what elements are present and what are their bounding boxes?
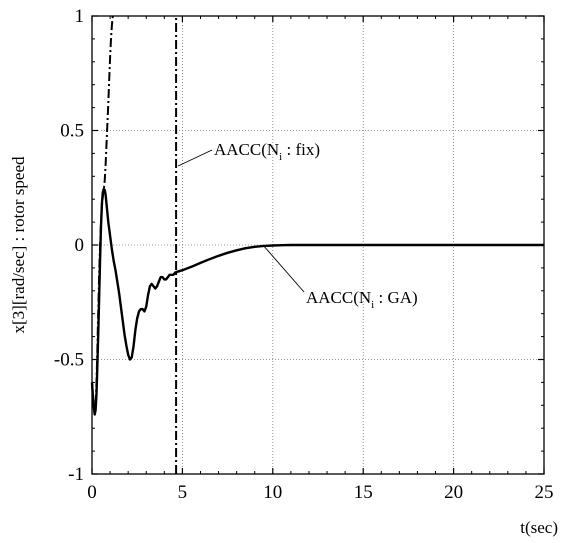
y-axis-title: x[3][rad/sec] : rotor speed bbox=[9, 156, 28, 334]
y-tick-label: -0.5 bbox=[54, 350, 84, 371]
series-line-fix-1 bbox=[91, 15, 114, 411]
x-tick-label: 0 bbox=[87, 482, 97, 503]
annotation-ga-rest: : GA) bbox=[374, 288, 417, 307]
y-tick-label: 0 bbox=[75, 235, 85, 256]
annotation-ga-main: AACC(N bbox=[306, 288, 371, 307]
ticks: 0 5 10 15 20 25 -1 -0.5 0 0.5 1 bbox=[54, 6, 554, 503]
annotation-leader-ga bbox=[263, 245, 305, 293]
x-axis-title: t(sec) bbox=[520, 518, 558, 537]
series-group bbox=[90, 15, 544, 474]
series-line-ga-0 bbox=[90, 187, 544, 416]
annotation-fix-subscript: i bbox=[279, 151, 282, 163]
y-tick-label: 1 bbox=[75, 6, 85, 27]
annotation-fix-rest: : fix) bbox=[282, 140, 320, 159]
annotation-fix: AACC(Ni : fix) bbox=[214, 140, 320, 163]
x-tick-label: 10 bbox=[263, 482, 282, 503]
x-tick-label: 15 bbox=[354, 482, 373, 503]
y-tick-label: -1 bbox=[68, 464, 84, 485]
annotation-ga-subscript: i bbox=[371, 299, 374, 311]
x-tick-label: 25 bbox=[535, 482, 554, 503]
annotation-leader-fix bbox=[177, 149, 213, 167]
x-tick-label: 20 bbox=[444, 482, 463, 503]
annotation-fix-main: AACC(N bbox=[214, 140, 279, 159]
y-tick-label: 0.5 bbox=[60, 121, 84, 142]
annotation-ga: AACC(Ni : GA) bbox=[306, 288, 418, 311]
x-tick-label: 5 bbox=[178, 482, 188, 503]
